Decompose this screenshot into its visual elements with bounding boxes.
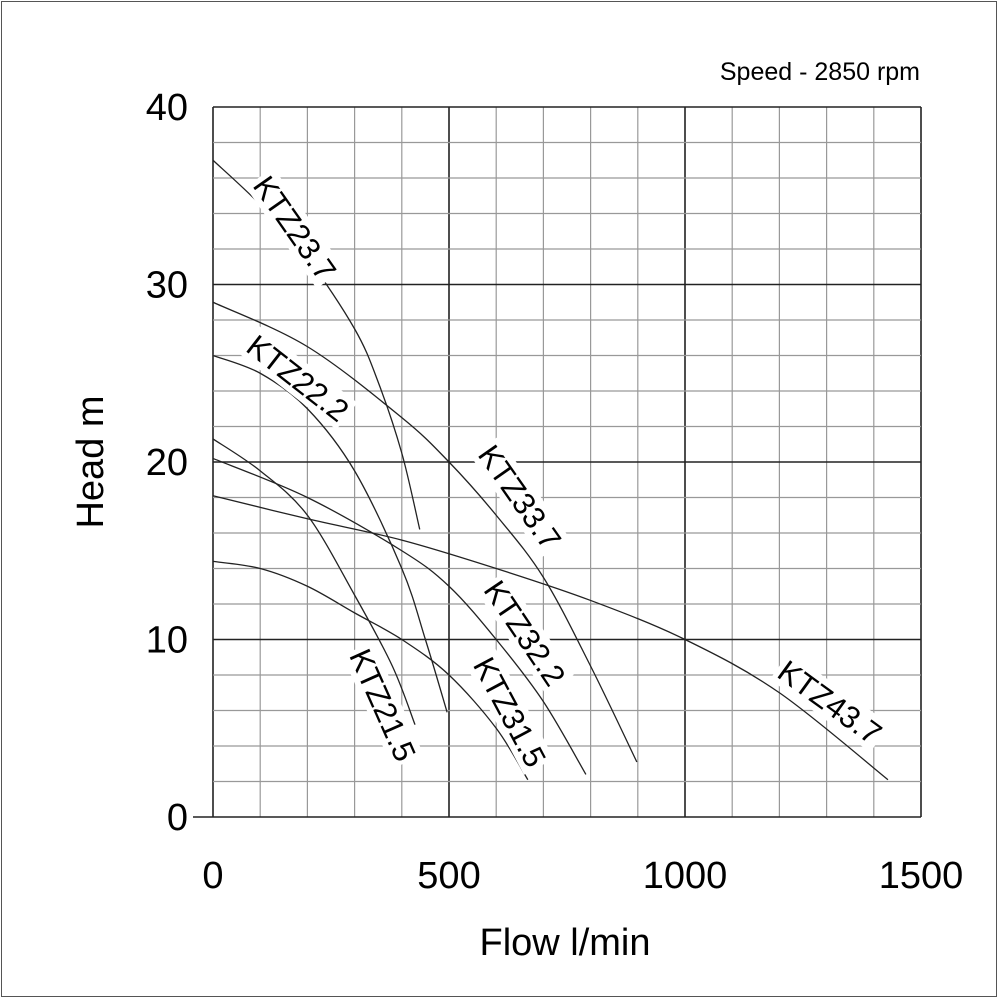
curve-ktz33-7 (212, 301, 638, 763)
curve-label: KTZ43.7 (771, 653, 888, 751)
curve-ktz31-5 (212, 560, 529, 781)
x-tick-label: 500 (417, 855, 480, 897)
tick-labels: 0 500 1000 1500 0 10 20 30 40 (146, 87, 964, 897)
label-background (769, 651, 891, 753)
curve-label: KTZ22.2 (240, 328, 355, 429)
curve-ktz32-2 (212, 457, 587, 775)
curve-label-group: KTZ43.7 (769, 651, 891, 753)
curve-ktz23-7 (212, 159, 421, 530)
curve-ktz22-2 (212, 354, 448, 713)
curve-label-group: KTZ22.2 (238, 326, 358, 430)
y-tick-label: 30 (146, 265, 188, 307)
curve-labels: KTZ23.7KTZ22.2KTZ33.7KTZ21.5KTZ32.2KTZ31… (238, 167, 891, 775)
y-tick-label: 0 (167, 797, 188, 839)
x-axis-label: Flow l/min (479, 922, 650, 964)
label-background (342, 641, 424, 769)
label-background (470, 436, 570, 558)
curve-label-group: KTZ21.5 (342, 641, 424, 769)
x-tick-label: 0 (202, 855, 223, 897)
y-tick-label: 40 (146, 87, 188, 129)
y-axis-label: Head m (70, 395, 112, 528)
y-tick-label: 20 (146, 442, 188, 484)
y-tick-label: 10 (146, 620, 188, 662)
label-background (245, 167, 345, 289)
grid (193, 106, 922, 818)
x-tick-label: 1000 (643, 855, 728, 897)
label-background (476, 572, 574, 694)
curve-ktz21-5 (212, 438, 416, 725)
curve-ktz43-7 (212, 495, 889, 781)
label-background (465, 649, 555, 775)
speed-annotation: Speed - 2850 rpm (720, 58, 920, 86)
label-background (238, 326, 358, 430)
x-tick-label: 1500 (879, 855, 964, 897)
